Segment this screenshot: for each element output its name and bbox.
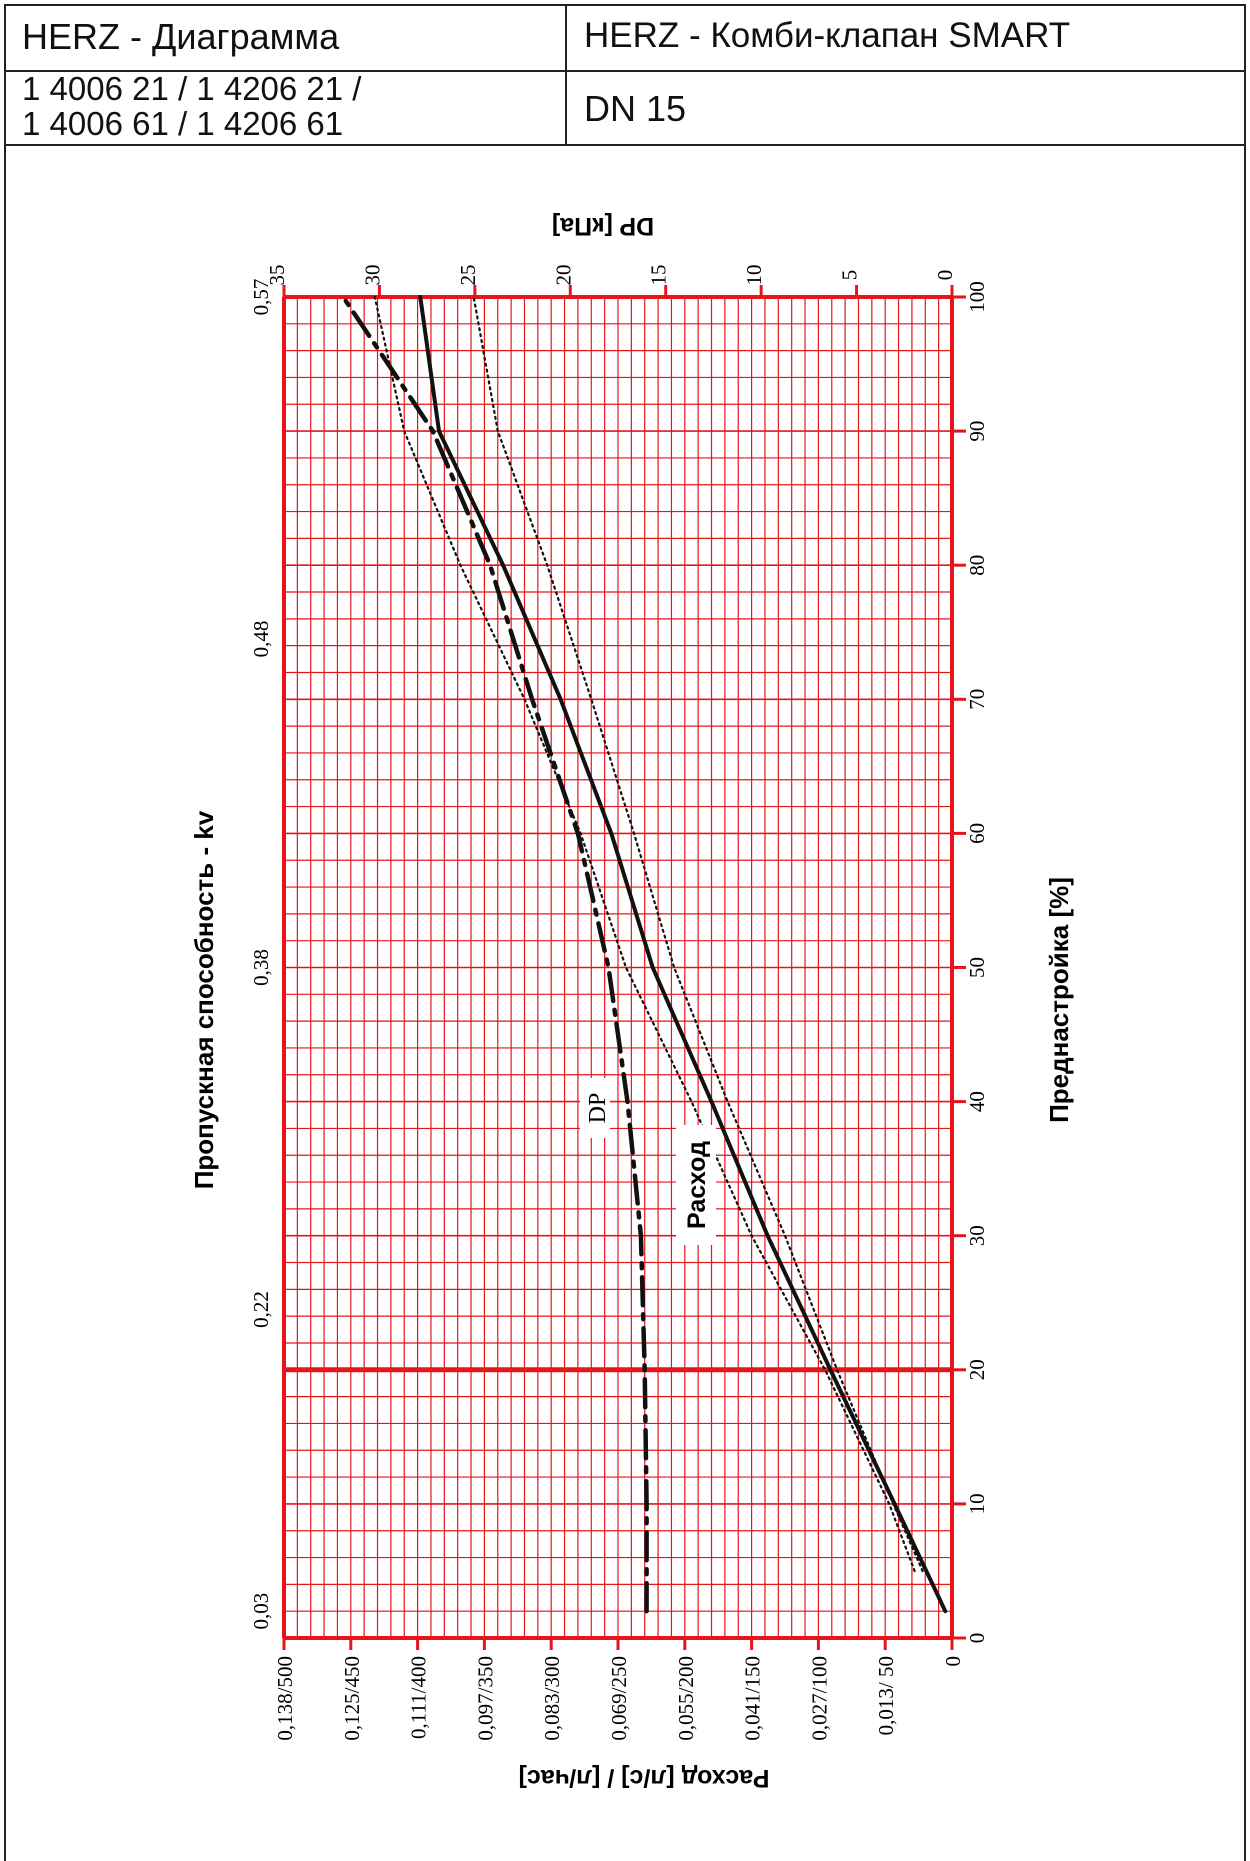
flow-tick-label: 0,055/200 <box>674 1656 698 1741</box>
flow-tick-label: 0,069/250 <box>607 1656 631 1741</box>
presetting-axis-title: Преднастройка [%] <box>1044 877 1074 1123</box>
dp-curve-label: DP <box>580 1078 611 1138</box>
presetting-tick-label: 10 <box>965 1493 989 1514</box>
flow-tick-label: 0,138/500 <box>273 1656 297 1741</box>
header-divider-vertical <box>565 4 567 146</box>
dp-axis-title: DP [кПа] <box>552 212 654 240</box>
header-divider-row2 <box>4 144 1246 146</box>
flow-tick-label: 0,083/300 <box>540 1656 564 1741</box>
header-title-left: HERZ - Диаграмма <box>22 16 340 57</box>
flow-tick-label: 0,125/450 <box>340 1656 364 1741</box>
header-dn: DN 15 <box>584 88 687 129</box>
flow-axis-title: Расход [л/с] / [л/час] <box>519 1764 770 1792</box>
presetting-tick-label: 0 <box>965 1633 989 1644</box>
kv-tick-label: 0,48 <box>249 621 273 658</box>
flow-tick-label: 0,027/100 <box>807 1656 831 1741</box>
dp-tick-label: 10 <box>742 265 766 286</box>
kv-tick-label: 0,57 <box>249 279 273 316</box>
dp-tick-label: 30 <box>360 265 384 286</box>
dp-tick-label: 25 <box>456 265 480 286</box>
header-divider-row1 <box>4 70 1246 72</box>
flow-curve-label: Расход <box>676 1125 716 1245</box>
header-title-right: HERZ - Комби-клапан SMART <box>584 16 1071 55</box>
flow-curve-label-text: Расход <box>683 1141 711 1229</box>
flow-tick-label: 0,041/150 <box>741 1656 765 1741</box>
series-line-dotted-2 <box>472 295 924 1573</box>
presetting-tick-label: 20 <box>965 1359 989 1380</box>
series-line-расход <box>418 295 948 1614</box>
header-codes-line2: 1 4006 61 / 1 4206 61 <box>22 105 344 142</box>
flow-tick-label: 0,013/ 50 <box>874 1656 898 1735</box>
presetting-tick-label: 100 <box>965 281 989 313</box>
presetting-tick-label: 40 <box>965 1091 989 1112</box>
presetting-tick-label: 70 <box>965 689 989 710</box>
document-frame <box>4 4 1246 1861</box>
flow-tick-label: 0,111/400 <box>407 1656 431 1739</box>
dp-tick-label: 35 <box>265 265 289 286</box>
flow-tick-label: 0,097/350 <box>473 1656 497 1741</box>
kv-tick-label: 0,03 <box>249 1593 273 1630</box>
presetting-tick-label: 50 <box>965 957 989 978</box>
dp-curve-label-text: DP <box>585 1093 611 1124</box>
series-line-dotted-3 <box>373 295 916 1573</box>
flow-tick-label: 0 <box>941 1656 965 1667</box>
kv-tick-label: 0,22 <box>249 1291 273 1328</box>
dp-tick-label: 15 <box>647 265 671 286</box>
kv-axis-title: Пропускная способность - kv <box>189 810 219 1189</box>
presetting-tick-label: 90 <box>965 421 989 442</box>
header-codes-line1: 1 4006 21 / 1 4206 21 / <box>22 70 362 107</box>
dp-tick-label: 5 <box>838 270 862 281</box>
series-line-dp <box>340 294 649 1614</box>
presetting-tick-label: 30 <box>965 1225 989 1246</box>
presetting-tick-label: 80 <box>965 555 989 576</box>
dp-tick-label: 20 <box>551 265 575 286</box>
kv-tick-label: 0,38 <box>249 949 273 986</box>
presetting-tick-label: 60 <box>965 823 989 844</box>
dp-tick-label: 0 <box>933 270 957 281</box>
